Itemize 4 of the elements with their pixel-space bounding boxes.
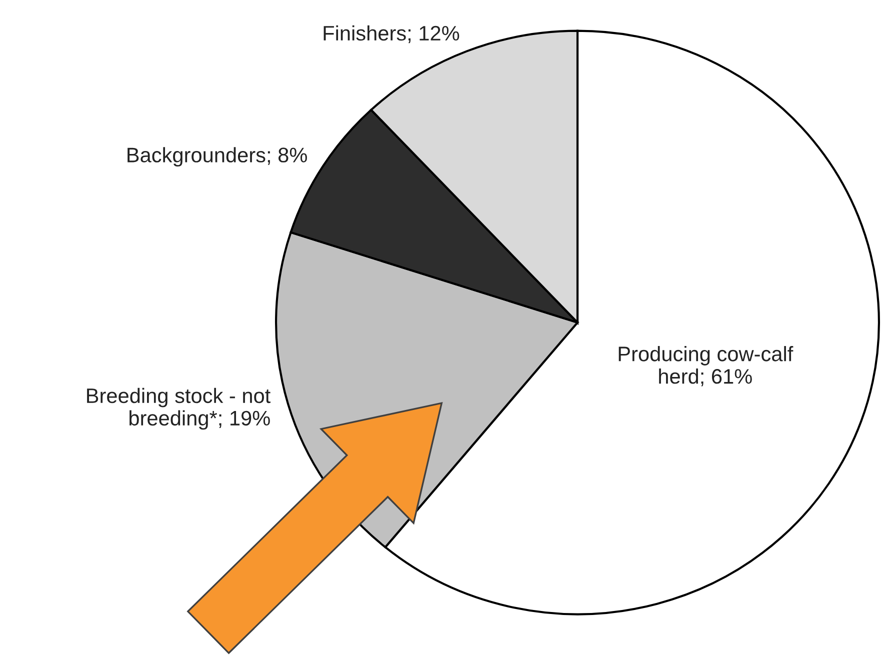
slice-label: Backgrounders; 8% bbox=[128, 147, 307, 167]
slice-label: Producing cow-calf herd; 61% bbox=[618, 346, 794, 386]
slice-label: Finishers; 12% bbox=[324, 25, 460, 44]
slice-label: Breeding stock - not breeding*; 19% bbox=[87, 388, 270, 430]
